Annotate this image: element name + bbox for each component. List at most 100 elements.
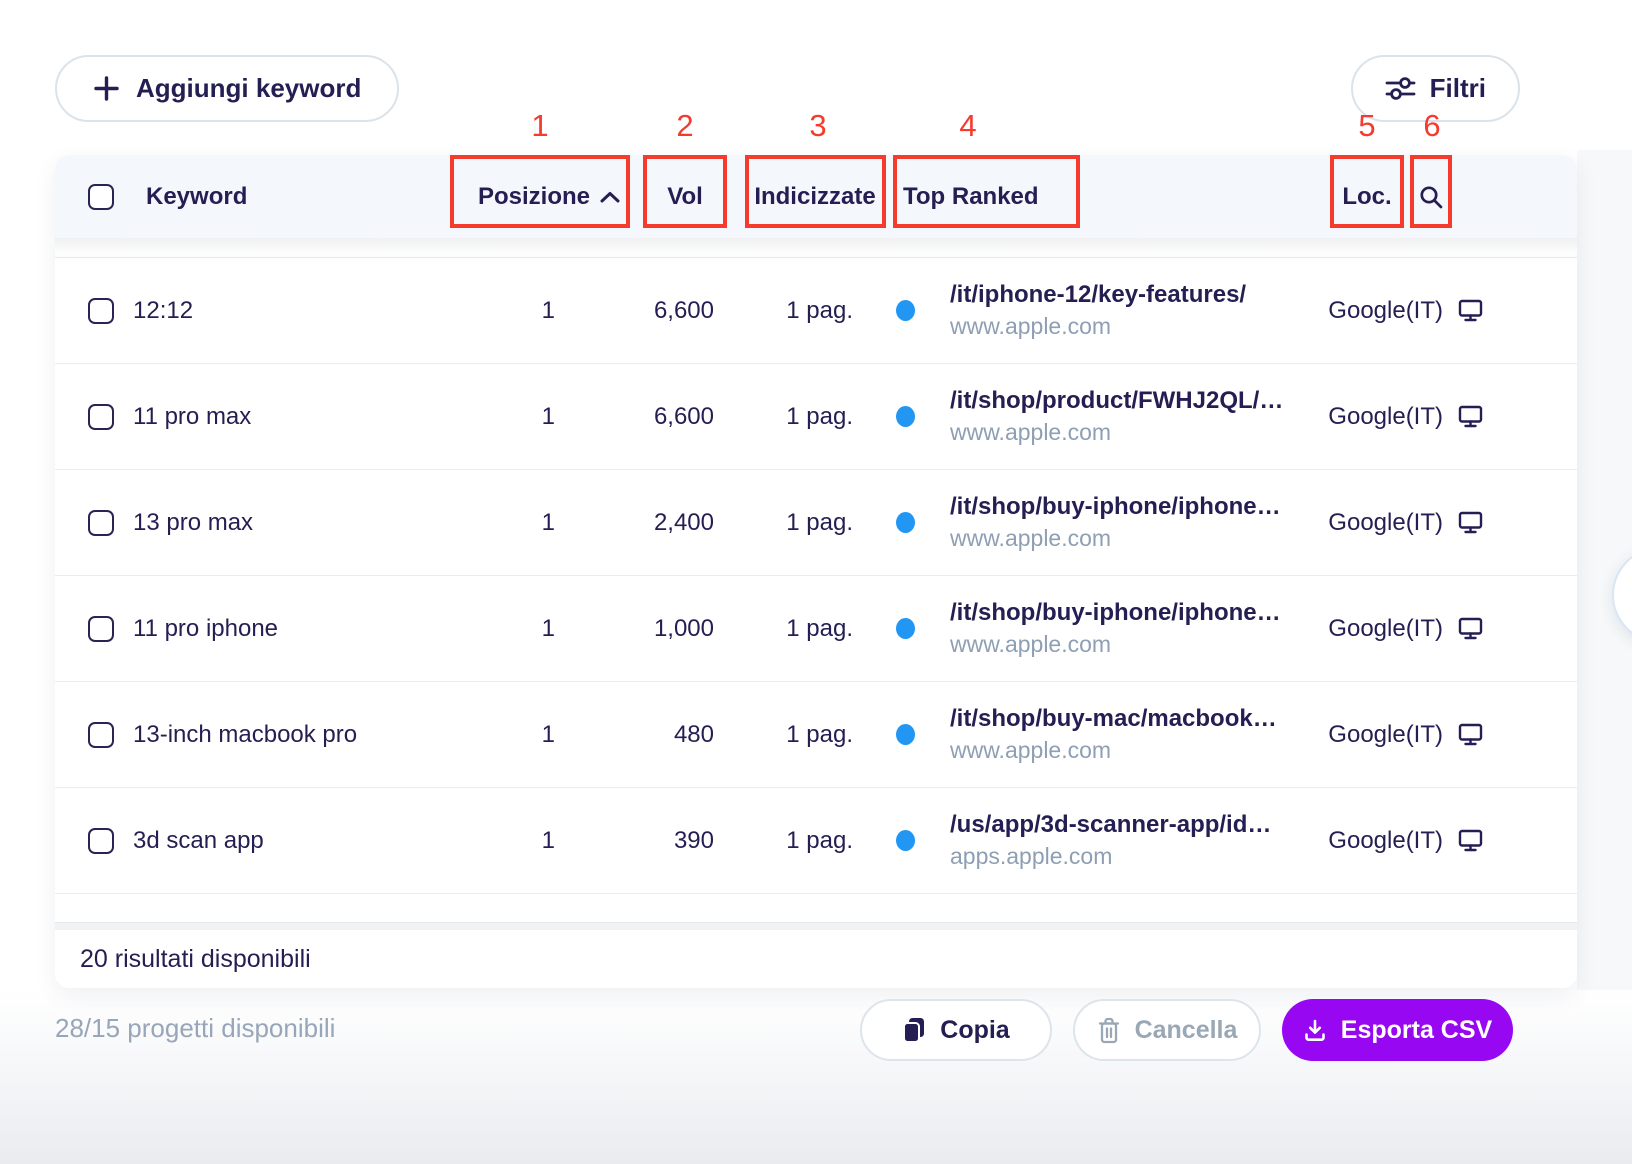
monitor-icon (1458, 617, 1483, 640)
trash-icon (1097, 1017, 1121, 1044)
row-checkbox[interactable] (88, 721, 114, 748)
column-header-location[interactable]: Loc. (1342, 182, 1392, 210)
delete-button[interactable]: Cancella (1073, 999, 1261, 1061)
copy-button[interactable]: Copia (860, 999, 1052, 1061)
status-dot (895, 300, 915, 321)
table-row: 11 pro max 1 6,600 1 pag. /it/shop/produ… (55, 364, 1577, 470)
top-ranked-url[interactable]: /it/shop/buy-mac/macbook… (950, 705, 1277, 733)
position-cell: 1 (541, 614, 555, 642)
table-row: 13 pro max 1 2,400 1 pag. /it/shop/buy-i… (55, 470, 1577, 576)
indexed-cell: 1 pag. (786, 508, 853, 536)
volume-cell: 6,600 (653, 296, 714, 324)
volume-cell: 1,000 (653, 614, 714, 642)
location-cell: Google(IT) (1305, 721, 1577, 749)
volume-cell: 2,400 (653, 508, 714, 536)
add-keyword-label: Aggiungi keyword (136, 73, 362, 103)
position-cell: 1 (541, 720, 555, 748)
export-csv-button[interactable]: Esporta CSV (1282, 999, 1513, 1061)
sort-asc-icon (600, 191, 620, 203)
top-ranked-url[interactable]: /it/iphone-12/key-features/ (950, 281, 1247, 309)
column-header-indexed[interactable]: Indicizzate (754, 182, 876, 210)
top-ranked-domain: www.apple.com (950, 312, 1112, 339)
top-ranked-domain: apps.apple.com (950, 842, 1113, 869)
keyword-cell: 11 pro iphone (133, 614, 279, 642)
location-label: Google(IT) (1328, 720, 1443, 748)
column-header-top-ranked[interactable]: Top Ranked (903, 182, 1039, 210)
copy-icon (902, 1016, 926, 1044)
results-count: 20 risultati disponibili (80, 944, 311, 973)
location-label: Google(IT) (1328, 614, 1443, 642)
location-cell: Google(IT) (1305, 827, 1577, 855)
indexed-cell: 1 pag. (786, 720, 853, 748)
volume-cell: 390 (673, 826, 714, 854)
row-checkbox[interactable] (88, 827, 114, 854)
indexed-cell: 1 pag. (786, 296, 853, 324)
row-checkbox[interactable] (88, 615, 114, 642)
top-ranked-url[interactable]: /it/shop/product/FWHJ2QL/… (950, 387, 1284, 415)
keywords-table: Keyword Posizione Vol Indicizzate Top Ra… (55, 155, 1577, 988)
top-ranked-url[interactable]: /us/app/3d-scanner-app/id… (950, 811, 1272, 839)
indexed-cell: 1 pag. (786, 614, 853, 642)
indexed-cell: 1 pag. (786, 826, 853, 854)
filters-label: Filtri (1429, 73, 1486, 103)
column-header-volume[interactable]: Vol (667, 182, 703, 210)
location-cell: Google(IT) (1305, 509, 1577, 537)
location-cell: Google(IT) (1305, 297, 1577, 325)
add-keyword-button[interactable]: Aggiungi keyword (55, 55, 400, 122)
annotation-number-2: 2 (676, 108, 694, 143)
table-header: Keyword Posizione Vol Indicizzate Top Ra… (55, 155, 1577, 238)
table-row: 13-inch macbook pro 1 480 1 pag. /it/sho… (55, 682, 1577, 788)
delete-label: Cancella (1134, 1015, 1238, 1044)
top-ranked-domain: www.apple.com (950, 736, 1112, 763)
column-header-position[interactable]: Posizione (478, 183, 620, 211)
row-checkbox[interactable] (88, 509, 114, 536)
location-cell: Google(IT) (1305, 615, 1577, 643)
keyword-cell: 13 pro max (133, 508, 254, 536)
annotation-number-5: 5 (1358, 108, 1376, 143)
monitor-icon (1458, 405, 1483, 428)
keyword-cell: 3d scan app (133, 826, 264, 854)
volume-cell: 6,600 (653, 402, 714, 430)
row-checkbox[interactable] (88, 297, 114, 324)
monitor-icon (1458, 511, 1483, 534)
location-label: Google(IT) (1328, 296, 1443, 324)
export-label: Esporta CSV (1340, 1015, 1493, 1044)
column-header-keyword[interactable]: Keyword (146, 182, 248, 210)
status-dot (895, 618, 915, 639)
sliders-icon (1385, 75, 1416, 102)
top-ranked-url[interactable]: /it/shop/buy-iphone/iphone… (950, 493, 1281, 521)
position-cell: 1 (541, 826, 555, 854)
keyword-cell: 13-inch macbook pro (133, 720, 358, 748)
keyword-cell: 11 pro max (133, 402, 252, 430)
location-cell: Google(IT) (1305, 403, 1577, 431)
top-ranked-url[interactable]: /it/shop/buy-iphone/iphone… (950, 599, 1281, 627)
copy-label: Copia (940, 1015, 1010, 1044)
select-all-checkbox[interactable] (88, 183, 114, 210)
column-search-icon[interactable] (1417, 183, 1445, 211)
top-ranked-domain: www.apple.com (950, 630, 1112, 657)
row-checkbox[interactable] (88, 403, 114, 430)
filters-button[interactable]: Filtri (1350, 55, 1520, 122)
download-icon (1303, 1018, 1327, 1043)
status-dot (895, 830, 915, 851)
volume-cell: 480 (673, 720, 714, 748)
top-ranked-domain: www.apple.com (950, 524, 1112, 551)
annotation-number-1: 1 (531, 108, 549, 143)
monitor-icon (1458, 829, 1483, 852)
position-cell: 1 (541, 508, 555, 536)
table-row: 11 pro iphone 1 1,000 1 pag. /it/shop/bu… (55, 576, 1577, 682)
annotation-number-4: 4 (959, 108, 977, 143)
location-label: Google(IT) (1328, 826, 1443, 854)
position-cell: 1 (541, 402, 555, 430)
position-cell: 1 (541, 296, 555, 324)
annotation-number-3: 3 (809, 108, 827, 143)
location-label: Google(IT) (1328, 402, 1443, 430)
projects-available: 28/15 progetti disponibili (55, 1013, 336, 1043)
monitor-icon (1458, 299, 1483, 322)
location-label: Google(IT) (1328, 508, 1443, 536)
monitor-icon (1458, 723, 1483, 746)
status-dot (895, 724, 915, 745)
status-dot (895, 512, 915, 533)
plus-icon (93, 75, 120, 102)
table-bottom-spacer (55, 894, 1577, 922)
